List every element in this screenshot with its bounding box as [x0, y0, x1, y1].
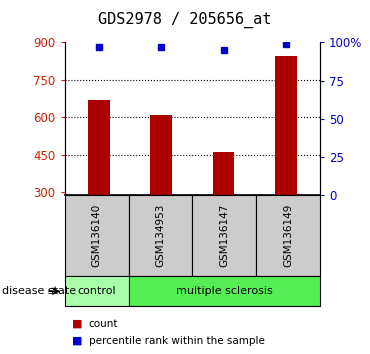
Text: GDS2978 / 205656_at: GDS2978 / 205656_at — [98, 11, 272, 28]
Text: multiple sclerosis: multiple sclerosis — [176, 286, 273, 296]
Text: GSM134953: GSM134953 — [155, 204, 165, 267]
Text: disease state: disease state — [2, 286, 76, 296]
Text: GSM136147: GSM136147 — [219, 204, 229, 267]
Text: count: count — [89, 319, 118, 329]
Text: GSM136149: GSM136149 — [283, 204, 293, 267]
Text: control: control — [77, 286, 116, 296]
Bar — [88, 100, 110, 195]
Text: ■: ■ — [72, 319, 83, 329]
Text: GSM136140: GSM136140 — [92, 204, 102, 267]
Bar — [275, 56, 297, 195]
Text: ■: ■ — [72, 336, 83, 346]
Text: percentile rank within the sample: percentile rank within the sample — [89, 336, 265, 346]
Bar — [213, 152, 235, 195]
Bar — [150, 115, 172, 195]
